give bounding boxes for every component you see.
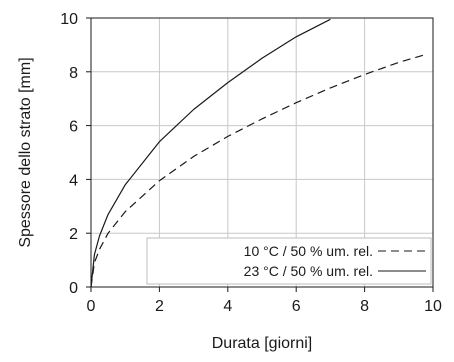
y-tick-label-5: 10 bbox=[60, 11, 78, 28]
y-tick-label-3: 6 bbox=[69, 119, 78, 136]
x-tick-label-2: 4 bbox=[223, 298, 232, 315]
x-tick-label-3: 6 bbox=[292, 298, 301, 315]
y-tick-label-1: 2 bbox=[69, 226, 78, 243]
legend-label-10c: 10 °C / 50 % um. rel. bbox=[244, 243, 373, 259]
y-axis-label: Spessore dello strato [mm] bbox=[17, 57, 34, 247]
x-tick-label-0: 0 bbox=[87, 298, 96, 315]
plot-frame bbox=[90, 17, 434, 288]
x-tick-label-4: 8 bbox=[360, 298, 369, 315]
legend: 10 °C / 50 % um. rel. 23 °C / 50 % um. r… bbox=[146, 237, 432, 285]
series-line-0 bbox=[90, 53, 427, 288]
x-axis-ticks: 0 2 4 6 8 10 bbox=[87, 287, 442, 315]
y-tick-label-4: 8 bbox=[69, 65, 78, 82]
legend-label-23c: 23 °C / 50 % um. rel. bbox=[244, 263, 373, 279]
x-tick-label-5: 10 bbox=[424, 298, 442, 315]
x-axis-label: Durata [giorni] bbox=[212, 335, 313, 352]
y-axis-ticks: 0 2 4 6 8 10 bbox=[60, 11, 91, 297]
y-tick-label-2: 4 bbox=[69, 172, 78, 189]
x-tick-label-1: 2 bbox=[155, 298, 164, 315]
y-tick-label-0: 0 bbox=[69, 280, 78, 297]
series-line-1 bbox=[90, 18, 331, 288]
legend-box bbox=[146, 237, 432, 285]
series-group bbox=[90, 18, 427, 288]
